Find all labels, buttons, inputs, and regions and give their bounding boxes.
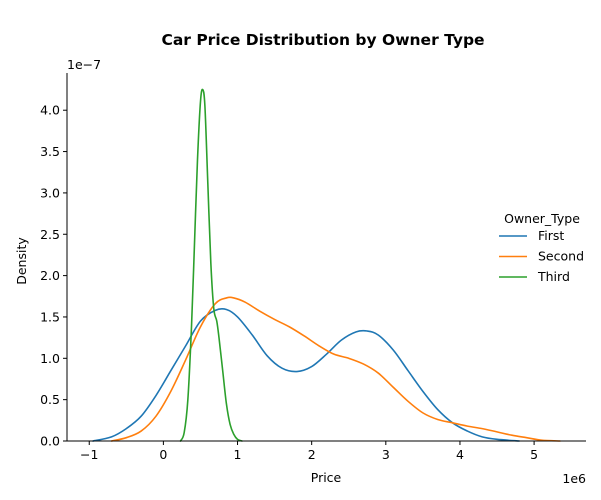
legend-label-first: First <box>538 228 564 243</box>
y-tick-label: 2.0 <box>40 268 60 283</box>
y-tick-label: 3.5 <box>40 144 60 159</box>
x-tick-label: 3 <box>382 447 390 462</box>
y-tick-label: 0.0 <box>40 434 60 449</box>
y-offset-text: 1e−7 <box>67 57 101 72</box>
legend: Owner_Type First Second Third <box>499 211 584 284</box>
y-tick-label: 4.0 <box>40 103 60 118</box>
legend-title: Owner_Type <box>504 211 580 226</box>
series-line-second <box>110 296 561 442</box>
x-offset-text: 1e6 <box>562 471 586 486</box>
x-tick-label: 4 <box>456 447 464 462</box>
x-tick-label: 2 <box>308 447 316 462</box>
y-tick-label: 1.5 <box>40 309 60 324</box>
x-tick-label: 5 <box>530 447 538 462</box>
x-axis-ticks: −1 0 1 2 3 4 5 <box>80 441 538 462</box>
series-line-third <box>179 88 243 442</box>
legend-label-third: Third <box>537 269 570 284</box>
legend-label-second: Second <box>538 249 584 264</box>
y-tick-label: 2.5 <box>40 227 60 242</box>
chart-title: Car Price Distribution by Owner Type <box>161 31 484 49</box>
y-axis-ticks: 0.0 0.5 1.0 1.5 2.0 2.5 3.0 3.5 4.0 <box>40 103 67 449</box>
x-tick-label: −1 <box>80 447 98 462</box>
series-line-first <box>92 307 521 442</box>
y-tick-label: 3.0 <box>40 185 60 200</box>
y-tick-label: 0.5 <box>40 392 60 407</box>
x-tick-label: 1 <box>234 447 242 462</box>
y-tick-label: 1.0 <box>40 351 60 366</box>
x-axis-label: Price <box>311 470 342 485</box>
y-axis-label: Density <box>14 237 29 285</box>
plot-lines <box>92 88 561 442</box>
x-tick-label: 0 <box>159 447 167 462</box>
